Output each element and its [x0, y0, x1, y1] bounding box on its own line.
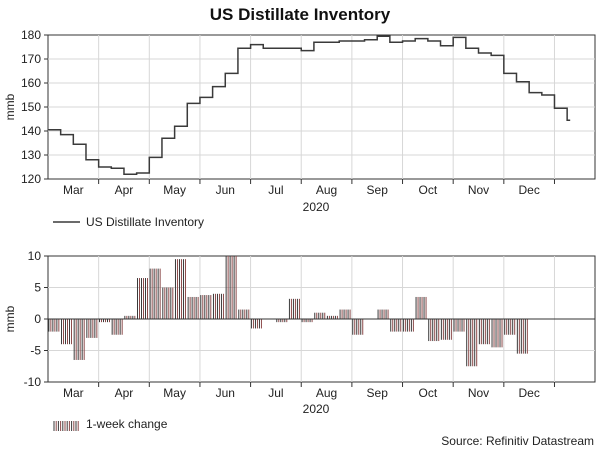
change-bar	[352, 319, 364, 335]
change-bar	[440, 319, 452, 340]
change-bar	[111, 319, 123, 335]
change-legend: 1-week change	[53, 417, 168, 431]
change-bar	[301, 319, 313, 323]
change-bars	[48, 256, 528, 367]
change-bar	[377, 309, 389, 319]
change-bar	[339, 309, 351, 319]
inventory-x-tick-label: Nov	[468, 183, 489, 197]
change-y-axis-label: mmb	[3, 305, 17, 332]
change-y-tick-label: 10	[28, 249, 42, 263]
change-y-ticks: -10 -5 0 5 10	[24, 249, 48, 389]
inventory-y-tick-label: 140	[21, 124, 41, 138]
inventory-x-tick-label: Dec	[518, 183, 539, 197]
inventory-y-tick-label: 170	[21, 52, 41, 66]
inventory-x-tick-label: Apr	[115, 183, 134, 197]
change-x-axis-year: 2020	[303, 402, 330, 416]
inventory-x-tick-label: Sep	[367, 183, 389, 197]
change-bar	[276, 319, 288, 323]
change-bar	[466, 319, 478, 367]
inventory-y-tick-label: 130	[21, 148, 41, 162]
chart-title: US Distillate Inventory	[210, 5, 391, 24]
change-bar	[238, 309, 250, 319]
change-bar	[187, 296, 199, 319]
inventory-x-tick-label: Jul	[268, 183, 283, 197]
change-x-tick-label: May	[163, 386, 186, 400]
inventory-series-line	[48, 35, 571, 175]
change-x-tick-label: Dec	[518, 386, 539, 400]
inventory-y-tick-label: 160	[21, 76, 41, 90]
inventory-y-ticks: 120 130 140 150 160 170 180	[21, 28, 48, 186]
change-bar	[516, 319, 528, 354]
change-bar	[288, 298, 300, 319]
change-bar	[149, 268, 161, 319]
change-bar	[124, 315, 136, 319]
inventory-legend: US Distillate Inventory	[53, 215, 204, 229]
inventory-x-tick-label: May	[163, 183, 186, 197]
change-bar	[428, 319, 440, 342]
inventory-gridlines	[48, 35, 595, 179]
inventory-line-chart: 120 130 140 150 160 170 180 Mar Apr May Jun Jul Aug…	[3, 28, 596, 229]
change-bar	[453, 319, 465, 332]
change-bar	[73, 319, 85, 360]
change-bar	[212, 293, 224, 319]
inventory-x-tick-label: Mar	[63, 183, 84, 197]
inventory-x-tick-label: Oct	[419, 183, 438, 197]
change-y-tick-label: 0	[34, 312, 41, 326]
change-legend-label: 1-week change	[86, 417, 168, 431]
inventory-x-tick-label: Aug	[316, 183, 337, 197]
change-bar	[61, 319, 73, 345]
inventory-y-tick-label: 120	[21, 172, 41, 186]
change-x-tick-label: Jun	[216, 386, 235, 400]
change-bar	[250, 319, 262, 329]
change-y-tick-label: -5	[30, 344, 41, 358]
change-x-tick-label: Nov	[468, 386, 489, 400]
inventory-legend-label: US Distillate Inventory	[86, 215, 204, 229]
inventory-y-tick-label: 150	[21, 100, 41, 114]
inventory-y-tick-label: 180	[21, 28, 41, 42]
change-bar	[174, 259, 186, 319]
change-x-tick-label: Sep	[367, 386, 389, 400]
change-bar	[314, 312, 326, 319]
change-y-tick-label: 5	[34, 281, 41, 295]
change-bar	[491, 319, 503, 348]
inventory-x-axis-year: 2020	[303, 200, 330, 214]
change-bar	[478, 319, 490, 345]
change-bar	[48, 319, 60, 332]
change-x-tick-label: Mar	[63, 386, 84, 400]
change-bar	[390, 319, 402, 332]
change-x-tick-label: Apr	[115, 386, 134, 400]
source-note: Source: Refinitiv Datastream	[441, 434, 594, 448]
change-bar	[504, 319, 516, 335]
change-x-tick-label: Jul	[268, 386, 283, 400]
change-bar	[86, 319, 98, 338]
change-y-tick-label: -10	[24, 375, 42, 389]
inventory-y-axis-label: mmb	[3, 93, 17, 120]
inventory-x-tick-label: Jun	[216, 183, 235, 197]
change-bar	[415, 296, 427, 319]
change-bar	[99, 319, 111, 323]
change-x-tick-label: Aug	[316, 386, 337, 400]
change-bar	[200, 295, 212, 319]
change-bar	[136, 278, 148, 319]
weekly-change-bar-chart: -10 -5 0 5 10 Mar Apr May Jun Jul Aug Sep Oct Nov Dec…	[3, 249, 596, 431]
change-x-tick-label: Oct	[419, 386, 438, 400]
change-bar	[162, 287, 174, 319]
change-x-ticks: Mar Apr May Jun Jul Aug Sep Oct Nov Dec	[63, 382, 555, 400]
change-bar	[225, 256, 237, 319]
inventory-x-ticks: Mar Apr May Jun Jul Aug Sep Oct Nov Dec	[63, 179, 555, 197]
change-legend-swatch	[53, 421, 79, 431]
change-bar	[402, 319, 414, 332]
change-bar	[326, 315, 338, 319]
